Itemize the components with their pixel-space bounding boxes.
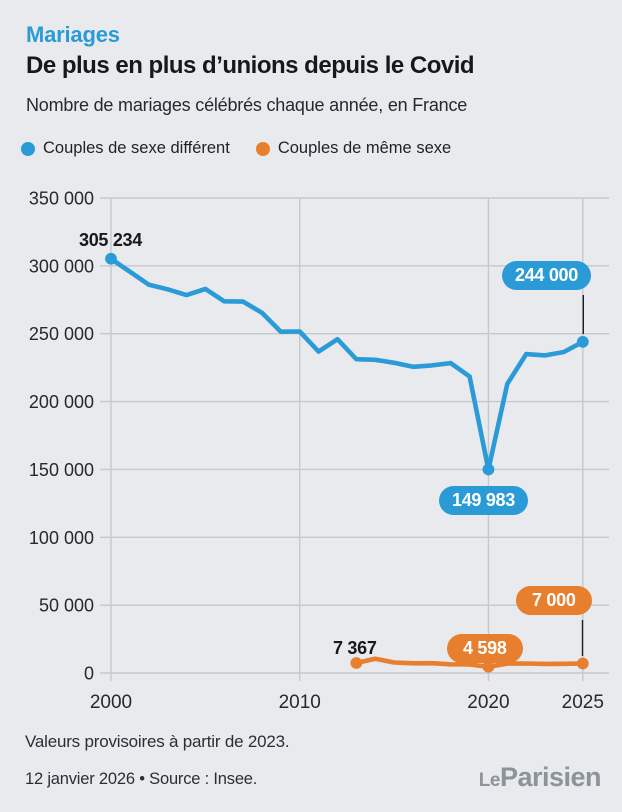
annotation-2000-value: 305 234 xyxy=(79,230,142,250)
annotation-2013-value: 7 367 xyxy=(333,638,377,658)
chart-svg: 0 50 000 100 000 150 000 200 000 250 000 300 0… xyxy=(29,189,609,713)
legend-item-same-sex: Couples de même sexe xyxy=(255,139,452,158)
blue-dot-icon xyxy=(21,141,35,156)
orange-dot-icon xyxy=(255,141,270,156)
legend-item-different-sex: Couples de sexe différent xyxy=(21,139,230,158)
y-axis-label: 100 000 xyxy=(29,528,94,548)
y-axis-label: 150 000 xyxy=(29,460,94,480)
logo-parisien: Parisien xyxy=(499,762,602,792)
x-axis-label: 2020 xyxy=(467,692,509,713)
x-axis-label: 2010 xyxy=(279,692,321,713)
x-axis-label: 2025 xyxy=(562,692,604,713)
y-axis-label: 250 000 xyxy=(29,324,94,344)
data-point-marker xyxy=(482,463,495,476)
data-point-marker xyxy=(576,657,589,670)
logo-le: Le xyxy=(478,770,501,791)
subtitle: Nombre de mariages célébrés chaque année… xyxy=(26,95,468,115)
data-line-different-sex xyxy=(108,256,586,472)
annotation-badge-2025-orange: 7 000 xyxy=(516,586,592,615)
data-line-same-sex xyxy=(353,656,586,670)
y-axis-label: 200 000 xyxy=(29,392,94,412)
data-point-marker xyxy=(482,660,495,673)
le-parisien-logo: Le Parisien xyxy=(478,762,602,793)
y-axis-label: 50 000 xyxy=(39,596,94,616)
annotation-badge-2020-blue: 149 983 xyxy=(439,486,528,515)
annotation-badge-2025-blue: 244 000 xyxy=(502,261,591,290)
kicker: Mariages xyxy=(26,22,120,47)
y-axis-label: 300 000 xyxy=(29,256,94,276)
source-line: 12 janvier 2026 • Source : Insee. xyxy=(25,770,258,788)
legend-label: Couples de même sexe xyxy=(277,139,452,157)
legend-label: Couples de sexe différent xyxy=(43,139,230,157)
data-point-marker xyxy=(576,335,589,348)
x-axis-label: 2000 xyxy=(90,692,132,713)
y-axis-label: 350 000 xyxy=(29,189,94,209)
page-title: De plus en plus d’unions depuis le Covid xyxy=(26,52,475,79)
annotation-badge-2020-orange: 4 598 xyxy=(447,634,523,663)
provisional-note: Valeurs provisoires à partir de 2023. xyxy=(25,732,290,751)
y-axis-label: 0 xyxy=(84,664,94,684)
data-point-marker xyxy=(350,657,363,669)
legend: Couples de sexe différent Couples de mêm… xyxy=(21,139,451,158)
data-point-marker xyxy=(105,252,117,265)
